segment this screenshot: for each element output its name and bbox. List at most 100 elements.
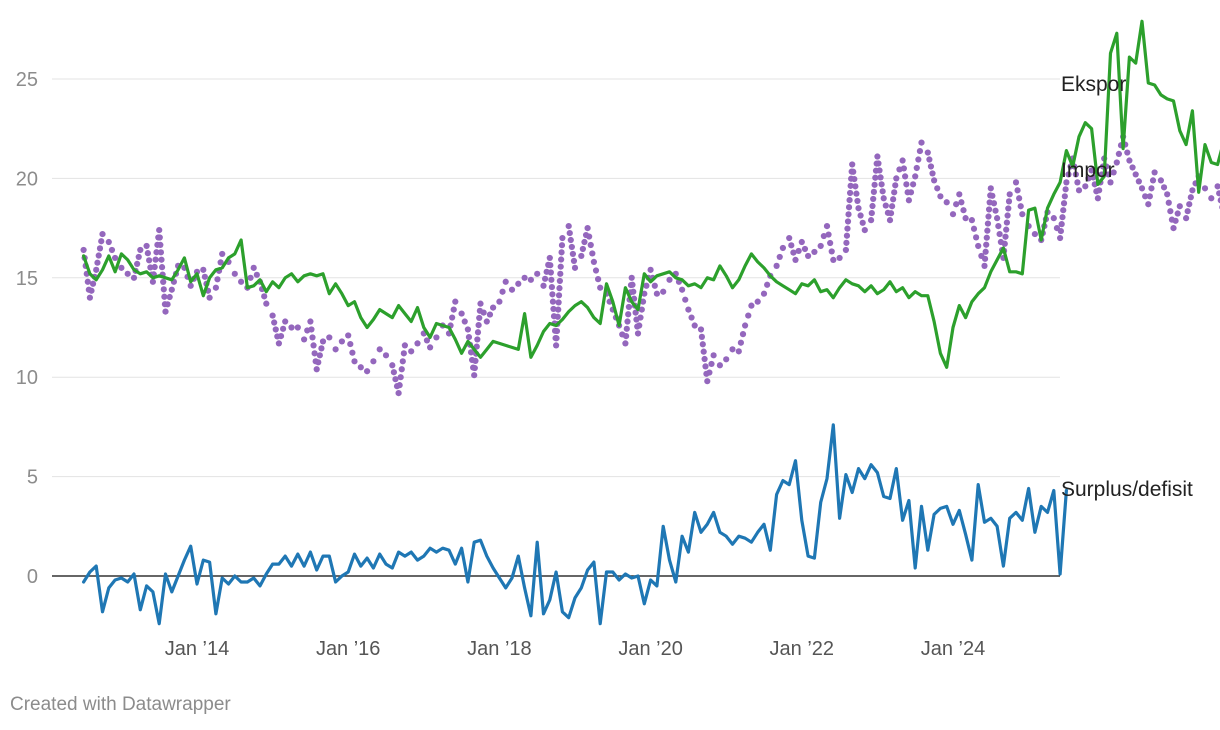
line-dot [625, 311, 632, 318]
data-point [130, 274, 138, 281]
line-dot [308, 326, 315, 333]
line-dot [555, 306, 562, 313]
line-dot [851, 175, 858, 183]
line-dot [970, 225, 978, 232]
line-dot [88, 287, 95, 294]
line-dot [318, 345, 325, 352]
x-tick-label: Jan ’16 [316, 638, 381, 660]
line-dot [852, 183, 859, 190]
line-dot [869, 202, 876, 210]
line-dot [1058, 221, 1065, 228]
line-dot [586, 233, 593, 240]
data-point [861, 226, 868, 234]
line-dot [790, 249, 797, 256]
line-dot [764, 281, 771, 288]
line-dot [825, 231, 832, 238]
credit-text: Created with Datawrapper [10, 694, 231, 715]
data-point [836, 254, 843, 262]
line-dot [929, 170, 936, 177]
data-point [452, 298, 459, 305]
line-dot [1002, 233, 1009, 240]
line-dot [548, 276, 555, 283]
line-dot [595, 276, 602, 283]
line-dot [682, 296, 689, 303]
line-dot [1165, 199, 1172, 206]
line-dot [541, 275, 549, 282]
line-dot [934, 185, 941, 192]
line-dot [158, 264, 166, 271]
line-dot [1124, 149, 1131, 156]
data-point [1019, 211, 1026, 218]
line-dot [1016, 195, 1023, 202]
line-dot [558, 242, 566, 249]
data-point [282, 318, 289, 325]
line-dot [549, 291, 556, 298]
data-point [1132, 171, 1139, 178]
line-dot [636, 322, 643, 329]
line-dot [217, 259, 224, 266]
line-dot [98, 238, 105, 245]
data-point [521, 274, 528, 281]
line-dot [94, 259, 101, 266]
data-point [716, 362, 724, 369]
line-dot [1072, 171, 1079, 178]
line-dot [555, 299, 562, 306]
data-point [842, 246, 850, 254]
line-dot [471, 364, 478, 372]
data-point [99, 230, 106, 238]
line-dot [134, 260, 141, 267]
data-point [238, 278, 245, 285]
line-dot [309, 334, 316, 341]
line-dot [872, 174, 879, 181]
data-point [401, 342, 408, 349]
line-dot [698, 333, 706, 340]
data-point [823, 223, 831, 230]
line-dot [624, 318, 631, 325]
data-point [118, 264, 125, 271]
line-dot [1090, 174, 1097, 181]
data-point [105, 238, 112, 246]
line-dot [400, 350, 407, 357]
data-point [212, 284, 219, 291]
y-tick-label: 5 [27, 467, 38, 489]
data-point [156, 226, 163, 234]
data-point [168, 286, 175, 293]
line-dot [859, 219, 866, 226]
data-point [1176, 203, 1183, 210]
data-point [496, 298, 503, 305]
series-labels: Impor Ekspor Surplus/defisit [1061, 73, 1193, 501]
line-dot [1186, 201, 1193, 208]
line-dot [311, 350, 318, 357]
line-dot [1184, 208, 1191, 215]
data-point [263, 300, 270, 307]
line-dot [708, 360, 715, 368]
data-point [477, 300, 484, 307]
data-point [1012, 179, 1020, 186]
line-dot [549, 298, 557, 305]
line-dot [89, 280, 97, 287]
line-dot [158, 256, 165, 263]
line-dot [272, 326, 279, 333]
line-dot [891, 189, 898, 196]
data-point [527, 276, 535, 283]
line-dot [499, 288, 506, 295]
line-dot [1060, 200, 1068, 207]
line-dot [853, 190, 860, 197]
x-tick-label: Jan ’22 [770, 638, 835, 660]
data-point [206, 294, 213, 301]
line-dot [397, 374, 404, 381]
data-point [760, 290, 768, 297]
data-point [987, 185, 994, 192]
line-dot [161, 293, 168, 300]
line-dot [156, 234, 163, 241]
line-dot [1057, 227, 1064, 235]
line-dot [879, 188, 886, 195]
line-dot [579, 245, 586, 253]
line-dot [876, 167, 883, 174]
line-dot [592, 267, 600, 274]
data-point [1145, 201, 1152, 208]
line-dot [927, 163, 935, 170]
data-point [874, 153, 881, 160]
line-dot [1003, 226, 1010, 233]
line-dot [567, 236, 574, 244]
